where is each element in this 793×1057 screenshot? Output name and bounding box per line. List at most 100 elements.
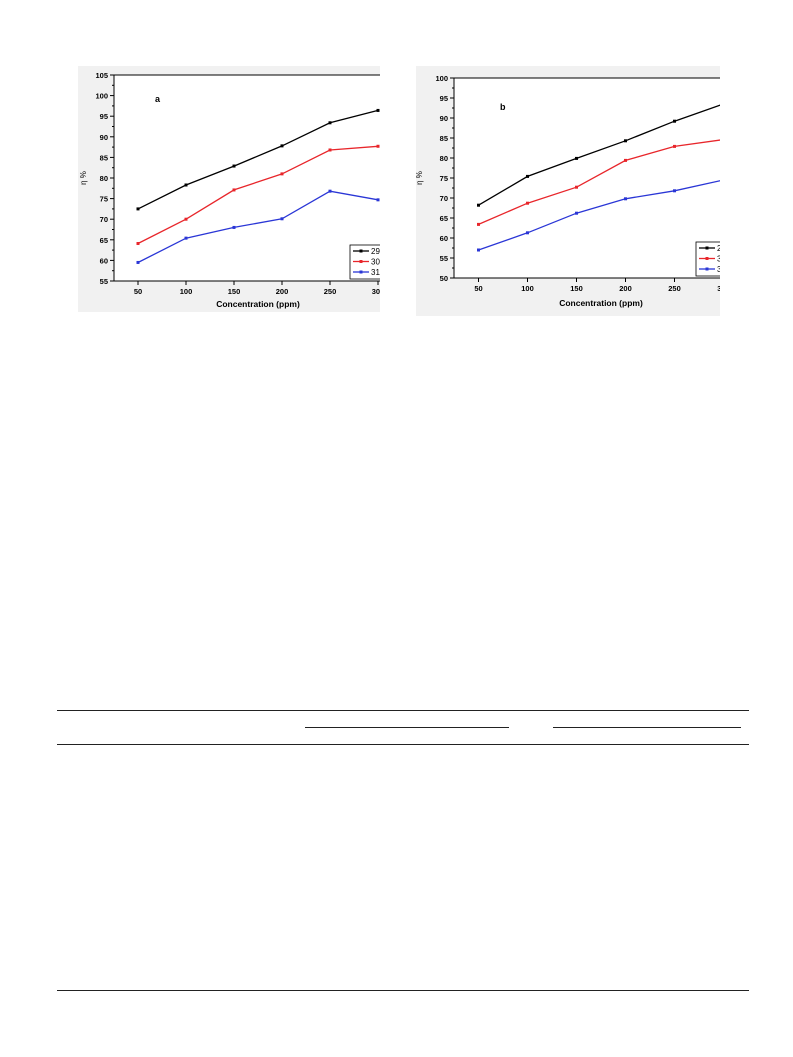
chart-b-data-point bbox=[526, 201, 529, 205]
chart-a-x-tick-label: 150 bbox=[228, 287, 241, 296]
chart-a-data-point bbox=[328, 121, 332, 125]
chart-b-legend-marker bbox=[705, 267, 709, 271]
chart-b-y-tick-label: 100 bbox=[435, 74, 448, 83]
chart-a-data-point bbox=[328, 189, 332, 193]
chart-a-y-tick-label: 70 bbox=[100, 215, 108, 224]
chart-a-y-tick-label: 100 bbox=[95, 92, 108, 101]
chart-b-plot-area bbox=[453, 77, 749, 279]
chart-b-x-tick-label: 300 bbox=[717, 284, 720, 293]
chart-a-legend-marker bbox=[359, 249, 363, 253]
chart-b-y-tick-label: 90 bbox=[440, 114, 448, 123]
chart-a-data-point bbox=[280, 144, 284, 148]
chart-b-data-point bbox=[624, 158, 627, 162]
chart-b-legend-label: 298 K bbox=[717, 244, 720, 253]
chart-a-y-tick-label: 75 bbox=[100, 195, 108, 204]
chart-b-x-tick-label: 250 bbox=[668, 284, 681, 293]
chart-a-data-point bbox=[280, 217, 284, 221]
table-group-rule-left bbox=[305, 727, 509, 728]
chart-a-data-point bbox=[184, 217, 188, 221]
chart-b-y-tick-label: 80 bbox=[440, 154, 448, 163]
chart-panel-b: 50 55 60 65 70 75 80 85 90 95 100 50 100 150 200 250 300… bbox=[415, 66, 749, 316]
chart-a-x-tick-label: 50 bbox=[134, 287, 142, 296]
chart-b-data-point bbox=[673, 119, 676, 123]
chart-panel-a: 55 60 65 70 75 80 85 90 95 100 105 50 100 150 200 250 30… bbox=[78, 66, 403, 312]
chart-a-x-tick-label: 250 bbox=[324, 287, 337, 296]
chart-b-data-point bbox=[575, 156, 578, 160]
chart-b-data-point bbox=[526, 231, 529, 235]
chart-a-y-tick-label: 55 bbox=[100, 277, 108, 286]
chart-b-y-tick-label: 70 bbox=[440, 194, 448, 203]
chart-a-data-point bbox=[232, 188, 236, 192]
chart-a-data-point bbox=[376, 198, 380, 202]
chart-a-y-tick-label: 105 bbox=[95, 71, 108, 80]
chart-a-y-axis-label: η % bbox=[79, 171, 88, 185]
chart-a-data-point bbox=[136, 242, 140, 246]
chart-b-data-point bbox=[477, 248, 480, 252]
chart-a-x-tick-label: 100 bbox=[180, 287, 193, 296]
chart-b-legend-label: 308 K bbox=[717, 255, 720, 264]
chart-b-x-tick-label: 100 bbox=[521, 284, 534, 293]
chart-a-data-point bbox=[328, 148, 332, 152]
table-group-rule-right bbox=[553, 727, 741, 728]
chart-b-data-point bbox=[526, 174, 529, 178]
chart-a-x-tick-label: 300 bbox=[372, 287, 380, 296]
chart-b-x-tick-label: 50 bbox=[474, 284, 482, 293]
chart-a-y-tick-label: 60 bbox=[100, 256, 108, 265]
chart-a-panel-label: a bbox=[155, 94, 161, 104]
chart-b-data-point bbox=[477, 203, 480, 207]
chart-b-x-tick-label: 200 bbox=[619, 284, 632, 293]
chart-a-x-tick-label: 200 bbox=[276, 287, 289, 296]
chart-a-x-axis-label: Concentration (ppm) bbox=[216, 299, 300, 309]
chart-a-y-tick-label: 80 bbox=[100, 174, 108, 183]
chart-a-data-point bbox=[376, 108, 380, 112]
chart-a-series-line bbox=[137, 190, 379, 264]
chart-a-y-tick-label: 95 bbox=[100, 112, 108, 121]
chart-b-y-tick-label: 75 bbox=[440, 174, 448, 183]
chart-b-legend-label: 318 K bbox=[717, 265, 720, 274]
chart-b-y-tick-label: 65 bbox=[440, 214, 448, 223]
chart-b-panel-label: b bbox=[500, 102, 506, 112]
chart-b-data-point bbox=[624, 197, 627, 201]
chart-a-data-point bbox=[184, 236, 188, 240]
chart-a-y-tick-label: 90 bbox=[100, 133, 108, 142]
chart-b-y-tick-label: 50 bbox=[440, 274, 448, 283]
chart-a-legend-label: 318 K bbox=[371, 268, 380, 277]
chart-b-series-line bbox=[478, 103, 724, 206]
chart-b-legend-marker bbox=[705, 246, 709, 250]
chart-a-legend-label: 308 K bbox=[371, 258, 380, 267]
chart-a-legend-label: 298 K bbox=[371, 247, 380, 256]
table-top-rule bbox=[57, 710, 749, 711]
chart-b-legend-marker bbox=[705, 257, 709, 260]
chart-a-data-point bbox=[136, 207, 140, 211]
chart-b-x-axis-label: Concentration (ppm) bbox=[559, 298, 643, 308]
table-bottom-rule bbox=[57, 990, 749, 991]
chart-a-y-tick-label: 85 bbox=[100, 153, 108, 162]
chart-b-y-tick-label: 95 bbox=[440, 94, 448, 103]
chart-b-data-point bbox=[673, 189, 676, 193]
chart-b-series-line bbox=[478, 179, 724, 251]
chart-b-data-point bbox=[673, 144, 676, 148]
chart-a-data-point bbox=[280, 172, 284, 176]
chart-b-y-tick-label: 60 bbox=[440, 234, 448, 243]
chart-b-y-axis-label: η % bbox=[416, 171, 424, 185]
chart-a-series-line bbox=[137, 145, 379, 245]
chart-b-x-tick-label: 150 bbox=[570, 284, 583, 293]
chart-b-y-tick-label: 85 bbox=[440, 134, 448, 143]
chart-b-data-point bbox=[575, 211, 578, 215]
chart-b-data-point bbox=[575, 185, 578, 189]
chart-b-y-tick-label: 55 bbox=[440, 254, 448, 263]
chart-a-legend-marker bbox=[359, 260, 363, 263]
chart-a-plot-area bbox=[113, 74, 403, 282]
chart-a-data-point bbox=[136, 260, 140, 264]
table-header-rule bbox=[57, 744, 749, 745]
chart-a-series-line bbox=[137, 109, 379, 210]
chart-a-data-point bbox=[232, 164, 236, 168]
chart-b-series-line bbox=[478, 138, 724, 225]
chart-a-data-point bbox=[184, 183, 188, 187]
chart-a-data-point bbox=[232, 225, 236, 229]
chart-a-legend-marker bbox=[359, 270, 363, 274]
chart-a-svg: 55 60 65 70 75 80 85 90 95 100 105 50 100 150 200 250 30… bbox=[79, 71, 403, 309]
chart-b-data-point bbox=[624, 139, 627, 143]
chart-b-svg: 50 55 60 65 70 75 80 85 90 95 100 50 100 150 200 250 300… bbox=[415, 74, 749, 308]
chart-b-data-point bbox=[477, 222, 480, 226]
